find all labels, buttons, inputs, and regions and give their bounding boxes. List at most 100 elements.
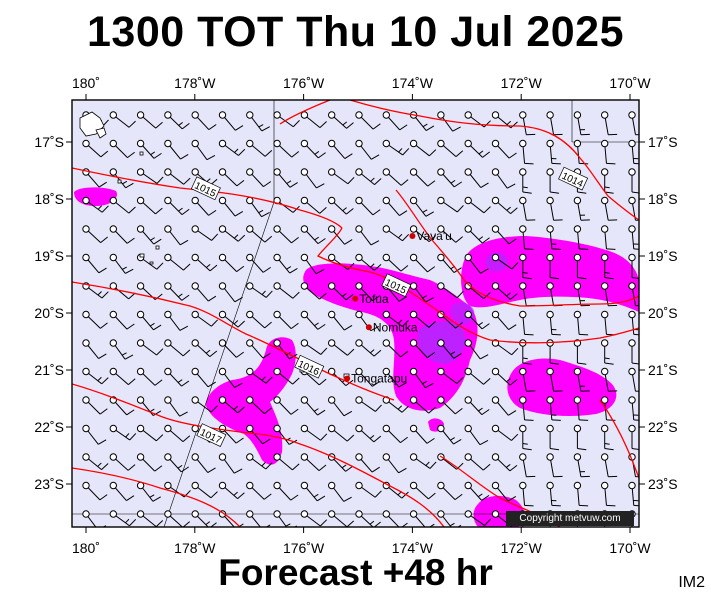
- wind-barb: [464, 453, 491, 471]
- wind-barb: [273, 225, 299, 244]
- wind-barb: [109, 111, 136, 128]
- wind-barb: [464, 481, 490, 501]
- wind-barb: [136, 225, 162, 245]
- wind-barb: [519, 168, 532, 194]
- wind-barb: [601, 367, 618, 392]
- lat-label-left: 20˚S: [34, 305, 64, 321]
- wind-barb: [136, 424, 164, 442]
- wind-barb: [601, 168, 614, 194]
- wind-barb: [164, 111, 190, 130]
- wind-barb: [82, 139, 109, 158]
- wind-barb: [246, 310, 272, 329]
- wind-barb: [109, 168, 134, 189]
- wind-barb: [164, 396, 188, 417]
- wind-barb: [328, 139, 353, 160]
- wind-barb: [273, 481, 299, 501]
- wind-barb: [109, 453, 136, 471]
- wind-barb: [246, 168, 272, 188]
- forecast-label: Forecast +48 hr: [218, 552, 493, 593]
- wind-barb: [628, 424, 639, 451]
- map-title: 1300 TOT Thu 10 Jul 2025: [86, 8, 624, 56]
- wind-barb: [109, 253, 134, 274]
- wind-barb: [546, 168, 560, 194]
- latitude-ticks: 17˚S 17˚S 18˚S 18˚S 19˚S 19˚S 20˚S 20˚S 21˚S 21˚S…: [34, 134, 677, 492]
- wind-barb: [464, 225, 490, 244]
- wind-barb: [464, 196, 491, 214]
- wind-barb: [519, 282, 536, 307]
- wind-barb: [382, 453, 407, 474]
- wind-barb: [628, 139, 639, 165]
- longitude-ticks: 180˚ 180˚ 178˚W 178˚W 176˚W 176˚W 174˚W 174˚W 17…: [72, 75, 651, 556]
- wind-barb: [519, 310, 534, 336]
- wind-barb: [519, 196, 536, 221]
- rain-area-central: [303, 263, 478, 411]
- wind-barb: [491, 139, 517, 159]
- wind-barb: [246, 367, 273, 384]
- place-label: Tofua: [359, 292, 389, 306]
- wind-barb: [273, 396, 299, 415]
- lon-label-bottom: 176˚W: [283, 540, 325, 556]
- lat-label-right: 21˚S: [648, 362, 678, 378]
- wind-barb: [218, 139, 246, 156]
- lon-label-bottom: 172˚W: [501, 540, 543, 556]
- wind-barb: [355, 253, 382, 271]
- wind-barb: [519, 481, 534, 507]
- wind-barb: [109, 339, 134, 360]
- wind-barb: [491, 396, 517, 416]
- wind-barb: [491, 424, 519, 441]
- wind-barb: [491, 453, 518, 472]
- wind-barb: [328, 282, 354, 301]
- wind-barb: [491, 310, 517, 331]
- wind-barb: [601, 339, 614, 365]
- wind-barb: [601, 424, 614, 451]
- wind-barb: [82, 424, 107, 445]
- wind-barb: [355, 367, 381, 387]
- wind-barb: [546, 453, 563, 478]
- wind-barb: [136, 196, 163, 215]
- lon-label-bottom: 178˚W: [174, 540, 216, 556]
- wind-barb: [164, 339, 191, 357]
- wind-barb: [601, 196, 618, 221]
- wind-barb: [546, 481, 561, 507]
- wind-barb: [601, 111, 618, 136]
- wind-barb: [546, 396, 561, 421]
- place-dot: [344, 375, 351, 382]
- wind-barb: [409, 481, 436, 500]
- wind-barb: [136, 339, 164, 356]
- wind-barb: [300, 510, 328, 527]
- wind-barb: [628, 225, 639, 250]
- place-label: Tongatapu: [351, 372, 407, 386]
- wind-barb: [546, 367, 563, 392]
- wind-barb: [300, 196, 327, 214]
- wind-barb: [109, 310, 135, 330]
- lat-label-right: 19˚S: [648, 248, 678, 264]
- wind-barb: [437, 481, 463, 501]
- lon-label-bottom: 180˚: [72, 540, 100, 556]
- wind-barb: [136, 481, 161, 502]
- wind-barb: [573, 481, 589, 507]
- wind-barb: [328, 396, 353, 417]
- wind-barb: [546, 111, 563, 136]
- lat-label-right: 20˚S: [648, 305, 678, 321]
- rain-area-south-east: [507, 358, 617, 416]
- wind-barb: [464, 424, 489, 446]
- wind-barb: [355, 282, 381, 302]
- wind-barb: [82, 453, 109, 470]
- wind-barb: [218, 367, 243, 388]
- wind-barb: [191, 282, 217, 302]
- wind-barb: [491, 253, 519, 270]
- wind-barb: [464, 139, 491, 158]
- wind-barb: [382, 253, 409, 272]
- wind-barb: [464, 367, 491, 385]
- heavy-rain-cell-2: [450, 302, 475, 325]
- image-id-label: IM2: [678, 574, 705, 591]
- wind-barb: [382, 310, 410, 327]
- wind-barb: [519, 453, 536, 478]
- lat-label-left: 21˚S: [34, 362, 64, 378]
- wind-barb: [246, 139, 273, 157]
- wind-barb: [519, 225, 534, 250]
- wind-barb: [573, 196, 590, 221]
- wind-barb: [409, 453, 437, 469]
- wind-barb: [136, 111, 163, 129]
